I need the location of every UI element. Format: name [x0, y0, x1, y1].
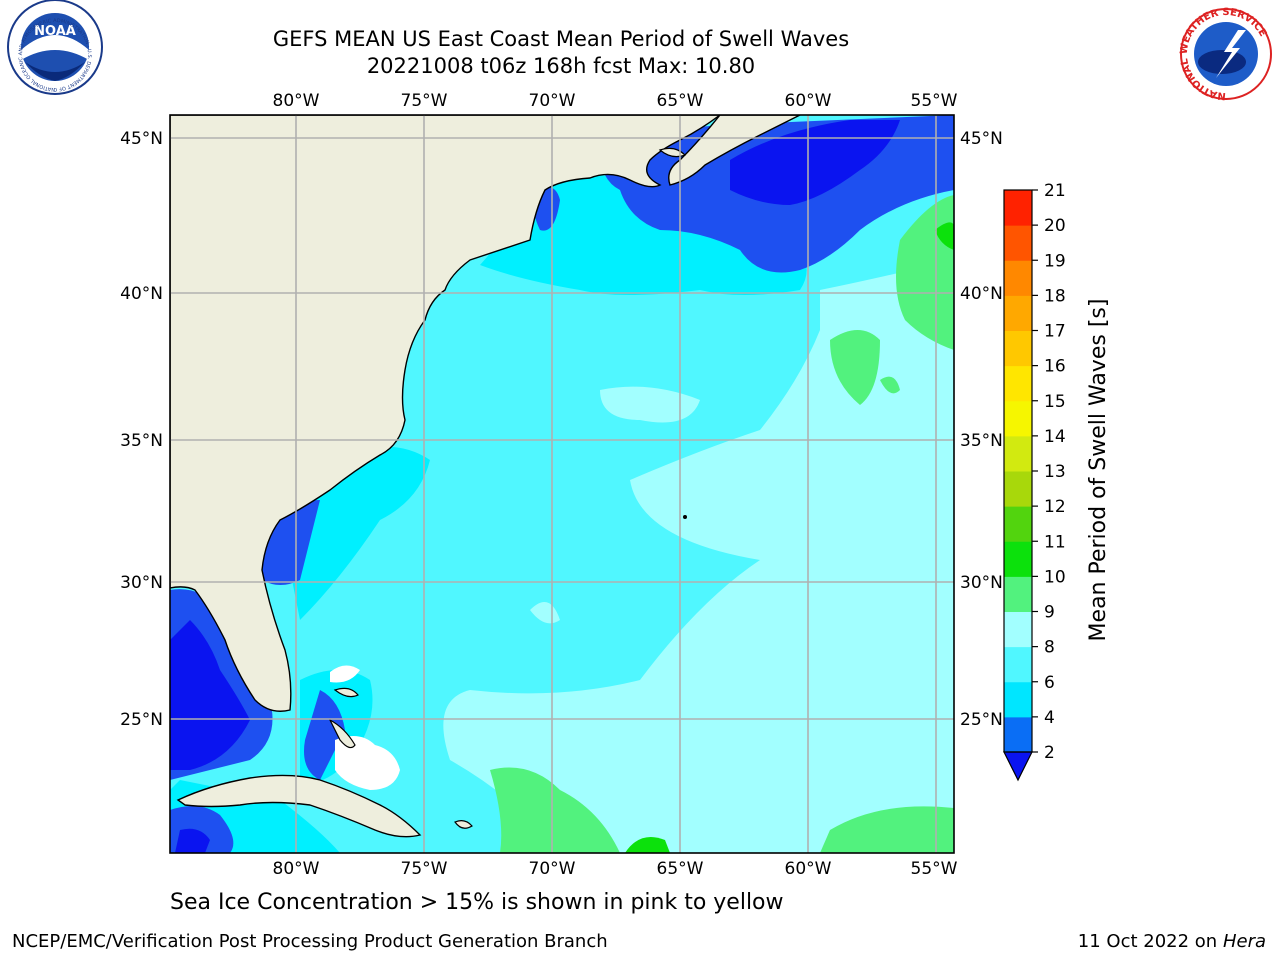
lon-tick-top: 75°W [401, 91, 448, 111]
lon-tick-top: 80°W [273, 91, 320, 111]
lat-labels-right: 45°N 40°N 35°N 30°N 25°N [960, 129, 1003, 730]
colorbar-segment [1004, 295, 1032, 331]
lon-tick-top: 65°W [657, 91, 704, 111]
colorbar: 2 4 6 8 9 10 11 12 13 14 15 16 17 18 19 20 21 [1003, 181, 1066, 782]
swell-below-2s-region [170, 120, 900, 853]
colorbar-segment [1004, 330, 1032, 367]
lon-tick-bottom: 75°W [401, 859, 448, 879]
lon-tick-bottom: 65°W [657, 859, 704, 879]
lat-tick-right: 25°N [960, 710, 1003, 730]
lat-tick-left: 35°N [120, 431, 163, 451]
lat-tick-right: 30°N [960, 573, 1003, 593]
land-islands [328, 147, 687, 829]
footer-date: 11 Oct 2022 on Hera [1078, 931, 1266, 952]
colorbar-tick-label: 4 [1044, 708, 1055, 728]
colorbar-segment [1004, 435, 1032, 472]
land-nova-scotia [668, 115, 801, 186]
chart-subtitle: 20221008 t06z 168h fcst Max: 10.80 [366, 54, 756, 78]
colorbar-segment [1004, 400, 1032, 437]
lat-tick-left: 40°N [120, 284, 163, 304]
sea-ice-note: Sea Ice Concentration > 15% is shown in … [170, 890, 784, 915]
lon-tick-bottom: 60°W [785, 859, 832, 879]
lat-tick-right: 45°N [960, 129, 1003, 149]
colorbar-segment [1004, 365, 1032, 402]
lon-tick-top: 55°W [911, 91, 958, 111]
lat-tick-right: 40°N [960, 284, 1003, 304]
chart-title: GEFS MEAN US East Coast Mean Period of S… [272, 27, 850, 51]
no-data-patch [335, 736, 400, 790]
map-area [170, 115, 954, 853]
colorbar-tick-label: 9 [1044, 603, 1055, 623]
colorbar-tick-label: 10 [1044, 567, 1066, 587]
colorbar-tick-label: 18 [1044, 286, 1066, 306]
bermuda-marker [683, 515, 687, 519]
colorbar-tick-label: 11 [1044, 532, 1066, 552]
colorbar-tick-label: 8 [1044, 638, 1055, 658]
lat-tick-left: 25°N [120, 710, 163, 730]
lon-labels-top: 80°W 75°W 70°W 65°W 60°W 55°W [273, 91, 958, 111]
footer-host: Hera [1222, 931, 1266, 952]
lon-tick-bottom: 80°W [273, 859, 320, 879]
colorbar-tick-label: 19 [1044, 251, 1066, 271]
lat-tick-right: 35°N [960, 431, 1003, 451]
colorbar-segment [1004, 681, 1032, 718]
colorbar-tick-label: 6 [1044, 673, 1055, 693]
swell-10-11s-region [625, 836, 670, 853]
colorbar-segment [1004, 225, 1032, 261]
nws-logo-icon: NATIONAL WEATHER SERVICE [1179, 7, 1272, 101]
lat-tick-left: 45°N [120, 129, 163, 149]
colorbar-tick-label: 17 [1044, 322, 1066, 342]
colorbar-segment [1004, 611, 1032, 648]
lon-tick-bottom: 70°W [529, 859, 576, 879]
colorbar-segment [1004, 471, 1032, 507]
lon-tick-top: 60°W [785, 91, 832, 111]
colorbar-segment [1004, 260, 1032, 296]
colorbar-extend-arrow [1003, 751, 1033, 782]
colorbar-tick-label: 21 [1044, 181, 1066, 201]
colorbar-tick-label: 2 [1044, 743, 1055, 763]
lat-labels-left: 45°N 40°N 35°N 30°N 25°N [120, 129, 163, 730]
map-frame [169, 114, 955, 854]
colorbar-tick-label: 13 [1044, 462, 1066, 482]
lon-labels-bottom: 80°W 75°W 70°W 65°W 60°W 55°W [273, 859, 958, 879]
colorbar-segment [1004, 190, 1032, 226]
lon-tick-top: 70°W [529, 91, 576, 111]
footer-date-text: 11 Oct 2022 on [1077, 931, 1223, 952]
colorbar-segment [1004, 506, 1032, 542]
swell-10-11s-region-north [935, 222, 954, 250]
colorbar-tick-label: 14 [1044, 427, 1066, 447]
noaa-logo-text: NOAA [34, 24, 76, 39]
colorbar-tick-label: 16 [1044, 357, 1066, 377]
noaa-logo-icon: NOAA NATIONAL OCEANIC AND ATMOSPHERIC AD… [0, 0, 103, 95]
swell-8-9s-region [443, 260, 954, 853]
footer-credit: NCEP/EMC/Verification Post Processing Pr… [12, 931, 608, 952]
colorbar-label: Mean Period of Swell Waves [s] [1086, 299, 1111, 642]
lat-tick-left: 30°N [120, 573, 163, 593]
land-cuba [176, 774, 422, 838]
lon-tick-bottom: 55°W [911, 859, 958, 879]
land-north-america [170, 115, 722, 712]
colorbar-segment [1004, 541, 1032, 577]
colorbar-tick-label: 12 [1044, 497, 1066, 517]
colorbar-tick-label: 15 [1044, 392, 1066, 412]
colorbar-segment [1004, 716, 1032, 753]
map-gridlines [170, 115, 954, 853]
colorbar-segment [1004, 646, 1032, 683]
colorbar-tick-label: 20 [1044, 216, 1066, 236]
colorbar-segment [1004, 576, 1032, 612]
no-data-patch-north [330, 665, 360, 683]
